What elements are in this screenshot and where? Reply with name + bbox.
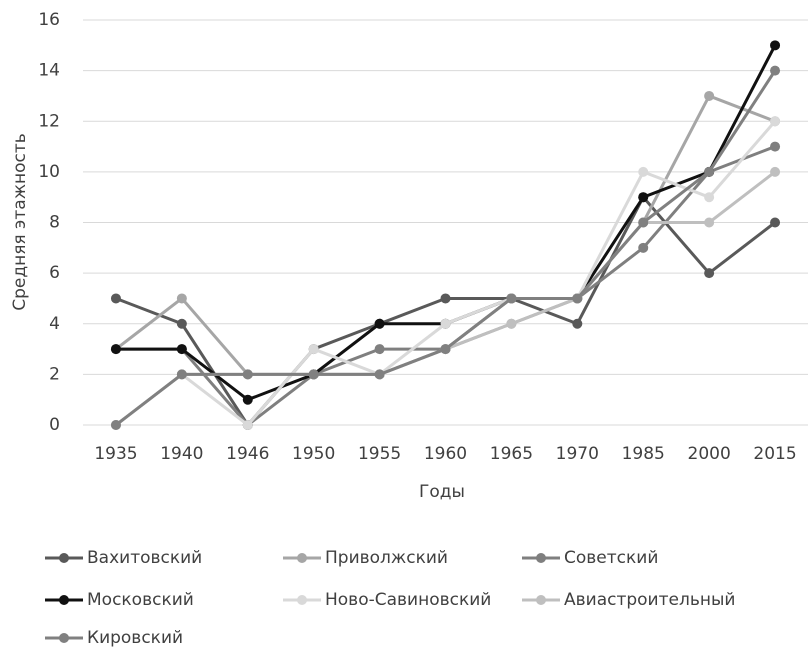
legend-label: Кировский [87, 628, 183, 648]
data-point [308, 369, 319, 380]
x-axis-label: Годы [419, 482, 465, 502]
y-tick-label: 10 [38, 162, 60, 182]
x-tick-label: 2000 [688, 444, 731, 464]
data-point [440, 293, 451, 304]
data-point [176, 369, 187, 380]
data-point [704, 268, 715, 279]
data-point [110, 344, 121, 355]
x-tick-label: 1950 [292, 444, 335, 464]
data-point [704, 166, 715, 177]
data-point [638, 217, 649, 228]
legend-label: Московский [87, 590, 194, 610]
data-point [506, 318, 517, 329]
data-point [638, 242, 649, 253]
data-point [440, 344, 451, 355]
legend-label: Авиастроительный [564, 590, 735, 610]
legend-marker [59, 553, 69, 563]
data-point [704, 217, 715, 228]
legend-marker [536, 595, 546, 605]
data-point [374, 318, 385, 329]
data-point [110, 420, 121, 430]
data-point [176, 344, 187, 355]
x-tick-label: 1940 [160, 444, 203, 464]
data-point [770, 166, 781, 177]
data-point [374, 344, 385, 355]
data-point [770, 116, 781, 127]
y-tick-label: 4 [49, 314, 60, 334]
series-line [115, 194, 776, 428]
data-point [110, 293, 121, 304]
legend-marker [536, 553, 546, 563]
legend-marker [297, 595, 307, 605]
data-point [638, 192, 649, 203]
y-tick-label: 0 [49, 415, 60, 435]
legend-marker [59, 633, 69, 643]
data-point [770, 40, 781, 51]
x-tick-label: 1985 [622, 444, 665, 464]
y-tick-label: 12 [38, 111, 60, 131]
series-line [115, 145, 776, 428]
y-tick-label: 14 [38, 61, 60, 81]
data-point [374, 369, 385, 380]
y-axis-label: Средняя этажность [10, 133, 30, 311]
y-tick-label: 2 [49, 364, 60, 384]
x-tick-label: 1965 [490, 444, 533, 464]
data-point [176, 293, 187, 304]
data-point [572, 293, 583, 304]
legend-label: Вахитовский [87, 548, 202, 568]
legend-marker [297, 553, 307, 563]
legend-label: Советский [564, 548, 658, 568]
data-point [638, 166, 649, 177]
data-point [242, 369, 253, 380]
y-tick-label: 16 [38, 10, 60, 30]
data-point [770, 217, 781, 228]
data-point [572, 318, 583, 329]
x-tick-label: 1955 [358, 444, 401, 464]
x-tick-label: 2015 [753, 444, 796, 464]
data-point [704, 192, 715, 203]
x-tick-label: 1946 [226, 444, 269, 464]
x-tick-label: 1935 [94, 444, 137, 464]
data-point [308, 344, 319, 355]
data-point [770, 65, 781, 76]
data-point [242, 394, 253, 405]
data-point [176, 318, 187, 329]
x-tick-label: 1970 [556, 444, 599, 464]
legend-marker [59, 595, 69, 605]
legend-label: Приволжский [325, 548, 448, 568]
data-point [770, 141, 781, 152]
data-point [440, 318, 451, 329]
data-point [506, 293, 517, 304]
legend-label: Ново-Савиновский [325, 590, 491, 610]
y-tick-label: 8 [49, 213, 60, 233]
data-point [242, 420, 253, 430]
x-tick-label: 1960 [424, 444, 467, 464]
data-point [704, 90, 715, 101]
y-tick-label: 6 [49, 263, 60, 283]
